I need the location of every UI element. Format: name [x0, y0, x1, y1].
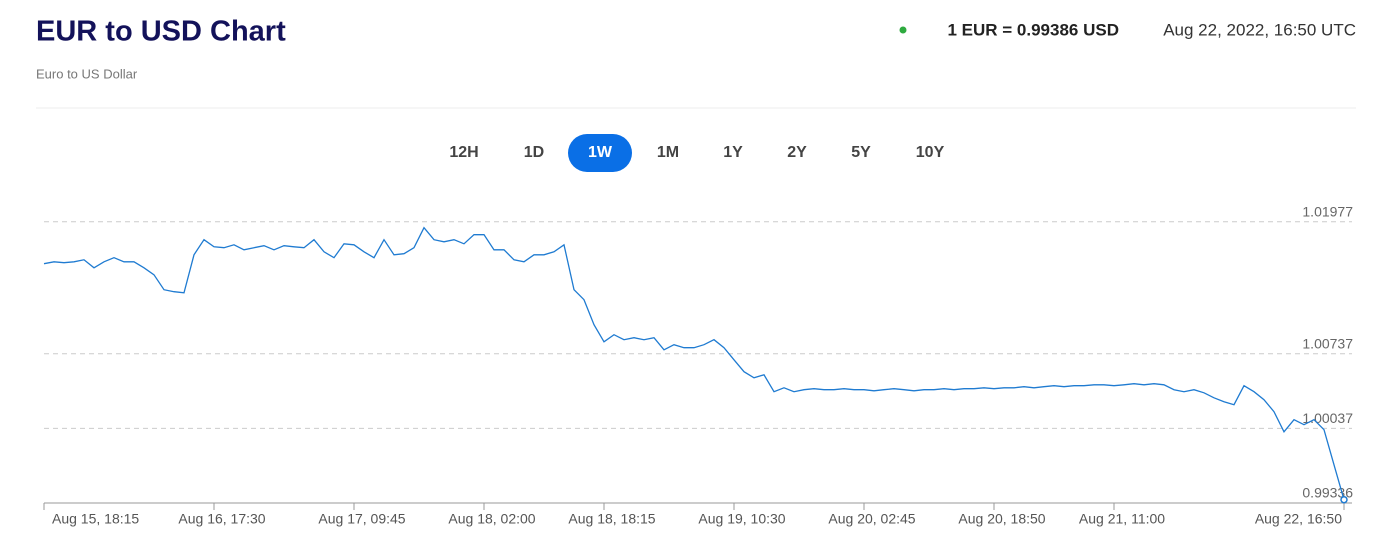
x-tick-label: Aug 18, 18:15: [568, 511, 655, 527]
y-tick-label: 1.00037: [1302, 410, 1353, 426]
range-button[interactable]: 10Y: [916, 144, 945, 161]
rate: 1 EUR = 0.99386 USD: [947, 20, 1119, 39]
live-dot: [899, 26, 907, 34]
timestamp: Aug 22, 2022, 16:50 UTC: [1163, 20, 1356, 39]
price-line: [43, 226, 1345, 500]
range-button[interactable]: 1D: [524, 144, 544, 161]
range-button-active[interactable]: [568, 134, 632, 172]
range-button[interactable]: 5Y: [851, 144, 871, 161]
y-tick-label: 1.01977: [1302, 203, 1353, 219]
range-button[interactable]: 1Y: [723, 144, 743, 161]
title: EUR to USD Chart: [36, 16, 286, 48]
x-tick-label: Aug 15, 18:15: [52, 511, 139, 527]
x-tick-label: Aug 20, 18:50: [958, 511, 1045, 527]
x-tick-label: Aug 18, 02:00: [448, 511, 535, 527]
x-tick-label: Aug 19, 10:30: [698, 511, 785, 527]
last-point: [1340, 495, 1348, 504]
range-button[interactable]: 12H: [449, 144, 478, 161]
subtitle: Euro to US Dollar: [36, 66, 138, 81]
range-button[interactable]: 2Y: [787, 144, 807, 161]
range-button[interactable]: 1M: [657, 144, 679, 161]
x-tick-label: Aug 17, 09:45: [318, 511, 405, 527]
range-button[interactable]: 1W: [588, 144, 613, 161]
x-tick-label: Aug 22, 16:50: [1255, 511, 1342, 527]
x-tick-label: Aug 20, 02:45: [828, 511, 915, 527]
x-tick-label: Aug 16, 17:30: [178, 511, 265, 527]
x-tick-label: Aug 21, 11:00: [1079, 511, 1165, 527]
y-tick-label: 1.00737: [1302, 336, 1353, 352]
